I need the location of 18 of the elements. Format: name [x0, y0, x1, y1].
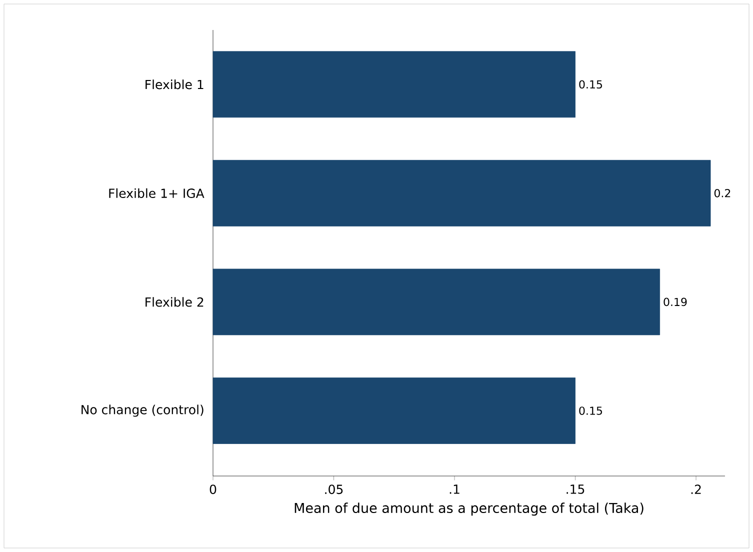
data-label: 0.15	[579, 80, 602, 89]
y-tick-label: Flexible 1	[146, 80, 204, 90]
bar	[212, 51, 576, 118]
x-tick-label: .15	[566, 484, 584, 494]
x-tick-label: 0	[210, 484, 216, 494]
y-tick-label: Flexible 1+ IGA	[109, 188, 204, 198]
bar	[212, 378, 576, 444]
y-tick-label: Flexible 2	[146, 297, 204, 307]
x-tick-label: .1	[450, 484, 460, 494]
data-label: 0.19	[664, 298, 687, 306]
x-tick-label: .05	[325, 484, 343, 494]
y-tick-label: No change (control)	[82, 404, 204, 417]
data-label: 0.2	[714, 189, 730, 198]
bar	[212, 268, 660, 336]
x-tick-label: .2	[691, 484, 701, 494]
x-axis-title: Mean of due amount as a percentage of total (Taka)	[294, 502, 644, 516]
data-label: 0.15	[579, 406, 602, 415]
bar	[212, 160, 711, 226]
